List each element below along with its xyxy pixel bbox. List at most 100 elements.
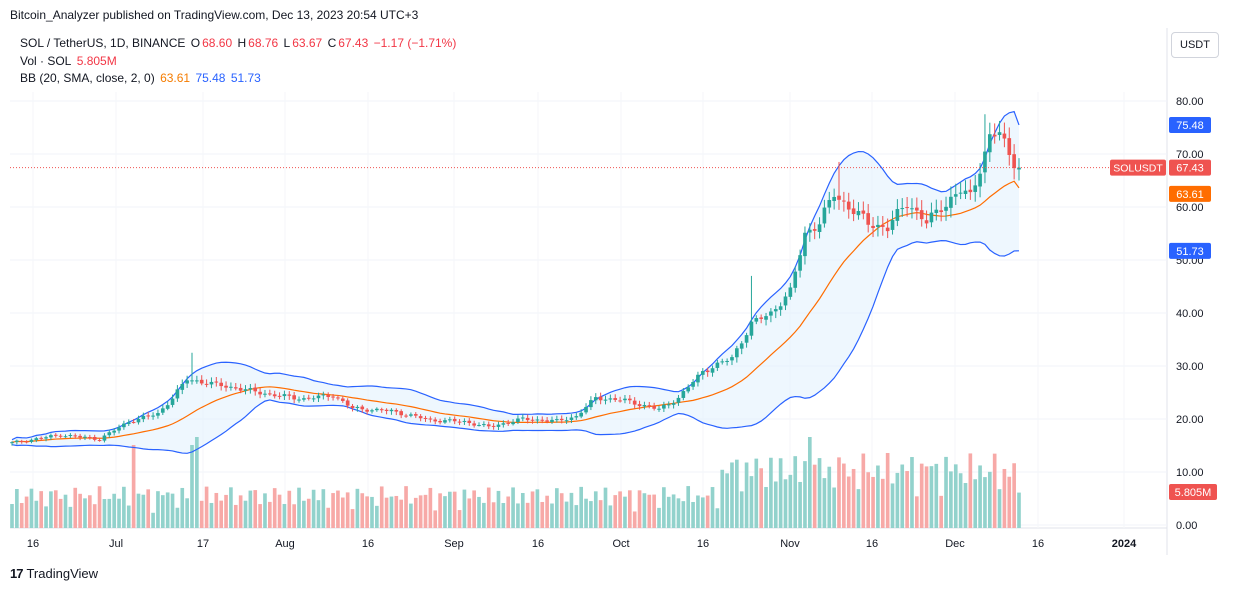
candle-body <box>973 185 978 192</box>
volume-bar <box>15 489 19 528</box>
x-tick-label: 16 <box>1032 538 1044 550</box>
legend-symbol[interactable]: SOL / TetherUS, 1D, BINANCE <box>20 36 186 50</box>
candle-body <box>122 423 126 428</box>
volume-bar <box>958 473 963 528</box>
volume-bar <box>175 507 180 528</box>
candle-body <box>953 194 958 197</box>
symbol-tag-bg <box>1110 159 1166 176</box>
candle-body <box>68 435 73 437</box>
candle-body <box>73 435 78 437</box>
candle-body <box>579 412 583 417</box>
volume-bar <box>375 505 379 528</box>
volume-bar <box>846 476 851 528</box>
candle-body <box>807 229 812 233</box>
volume-bar <box>827 466 832 528</box>
volume-bar <box>720 469 725 528</box>
candle-body <box>681 391 686 398</box>
candle-body <box>277 395 282 397</box>
candle-body <box>433 419 438 422</box>
volume-bar <box>851 468 856 528</box>
candle-body <box>958 192 963 194</box>
volume-bar <box>448 491 452 528</box>
volume-bar <box>287 490 292 528</box>
volume-bar <box>905 471 909 528</box>
volume-bar <box>122 486 126 528</box>
volume-bar <box>652 494 656 528</box>
candle-body <box>1012 154 1016 169</box>
volume-bar <box>486 487 491 528</box>
legend-open: 68.60 <box>202 36 233 50</box>
candle-body <box>997 132 1002 135</box>
volume-bar <box>49 491 53 528</box>
candle-body <box>428 418 433 420</box>
x-tick-label: Dec <box>945 538 965 550</box>
volume-bar <box>589 501 593 528</box>
y-axis: 0.00 10.00 20.00 30.00 40.00 50.00 60.00 70.00 8… <box>1176 96 1204 532</box>
legend-high-label: H <box>237 36 247 50</box>
candle-body <box>987 134 992 153</box>
candle-body <box>83 436 87 438</box>
volume-bar <box>1002 468 1007 528</box>
candle-body <box>486 424 491 427</box>
volume-bar <box>345 492 350 528</box>
bb-lower-line <box>11 240 1020 454</box>
candle-body <box>983 151 987 173</box>
candle-body <box>477 425 481 427</box>
y-tick-label: 60.00 <box>1176 202 1204 214</box>
y-tick-label: 20.00 <box>1176 414 1204 426</box>
candle-body <box>978 173 982 187</box>
candle-body <box>268 393 272 395</box>
volume-bar <box>258 504 262 528</box>
candle-body <box>963 190 968 194</box>
candle-body <box>146 415 151 417</box>
volume-bar <box>915 496 919 528</box>
volume-bar <box>170 493 175 528</box>
footer-brand[interactable]: 17 TradingView <box>10 566 98 581</box>
volume-bar <box>165 492 170 528</box>
candle-body <box>710 368 715 373</box>
candles <box>10 114 1021 446</box>
volume-bar <box>1012 463 1016 528</box>
candle-body <box>185 380 189 384</box>
volume-bar <box>817 458 822 528</box>
legend-bb-label[interactable]: BB (20, SMA, close, 2, 0) <box>20 71 155 85</box>
legend-close: 67.43 <box>338 36 369 50</box>
volume-bar <box>516 503 520 528</box>
candle-body <box>404 415 408 417</box>
candle-body <box>443 420 447 423</box>
candle-body <box>282 394 287 397</box>
volume-bar <box>929 466 934 528</box>
candle-body <box>569 417 574 420</box>
candle-body <box>462 420 467 422</box>
candle-body <box>608 398 613 400</box>
volume-bar <box>34 500 39 528</box>
candle-body <box>773 309 778 312</box>
y-tick-label: 50.00 <box>1176 255 1204 267</box>
volume-bar <box>788 474 793 528</box>
volume-bar <box>623 496 627 528</box>
candle-body <box>880 225 885 227</box>
candle-body <box>336 397 340 399</box>
candle-body <box>501 423 506 425</box>
volume-bar <box>477 496 481 528</box>
candle-body <box>102 435 107 441</box>
volume-bar <box>10 504 14 528</box>
candle-body <box>117 427 121 431</box>
candle-body <box>58 435 63 437</box>
candle-body <box>360 406 365 410</box>
y-tick-label: 80.00 <box>1176 96 1204 108</box>
candle-body <box>331 396 335 398</box>
legend-vol-value: 5.805M <box>76 54 117 68</box>
legend-vol-label[interactable]: Vol · SOL <box>20 54 72 68</box>
grid <box>10 28 1168 555</box>
bb-basis-line <box>11 180 1020 443</box>
candle-body <box>749 321 754 336</box>
volume-bar <box>92 504 97 528</box>
legend-bb: BB (20, SMA, close, 2, 0) 63.61 75.48 51… <box>20 71 263 85</box>
volume-bar <box>379 486 384 528</box>
last-price-tag: 67.43 <box>1176 163 1204 175</box>
currency-button[interactable]: USDT <box>1171 32 1219 58</box>
volume-bar <box>506 496 511 528</box>
candle-body <box>49 435 53 438</box>
legend-bb-upper: 75.48 <box>195 71 226 85</box>
